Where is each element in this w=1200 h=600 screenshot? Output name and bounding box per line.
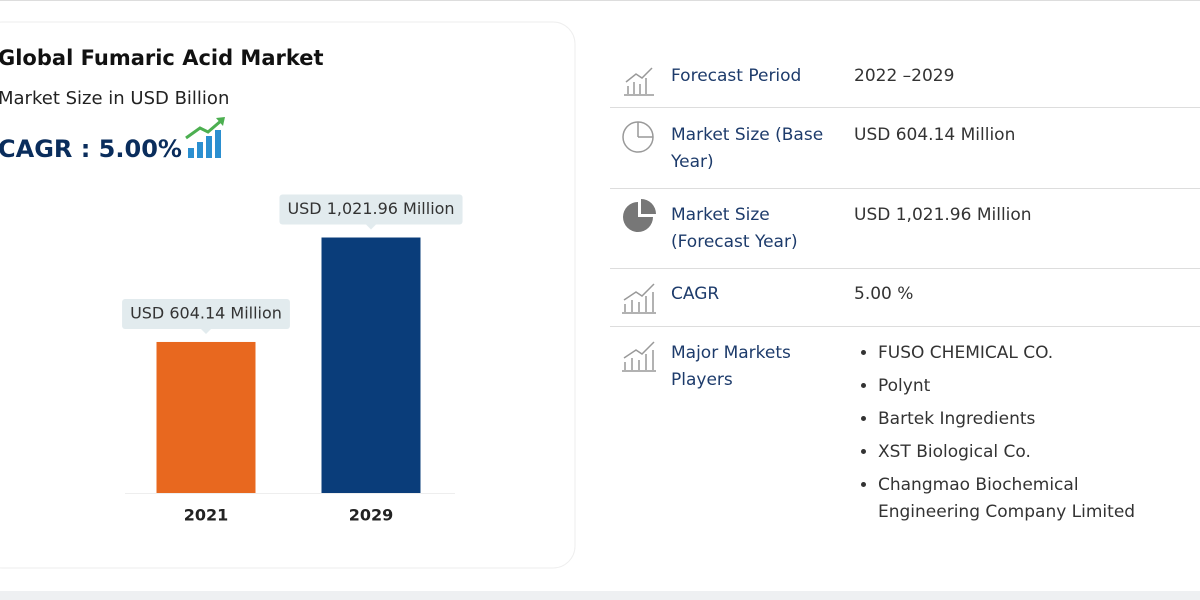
row-separator	[610, 326, 1200, 327]
value-label-bg	[279, 194, 463, 225]
row-icons	[622, 67, 656, 372]
row-value: 5.00 %	[854, 284, 914, 304]
row-label: CAGR	[671, 284, 720, 304]
player: XST Biological Co.	[878, 439, 1168, 466]
chart-card	[0, 21, 576, 569]
row-label: Forecast Period	[671, 66, 802, 86]
row-label: Market Size (Forecast Year)	[671, 205, 798, 252]
row-value: FUSO CHEMICAL CO. Polynt Bartek Ingredient…	[854, 340, 1174, 532]
value-label-bg	[122, 298, 290, 329]
x-tick-label: 2029	[349, 506, 394, 525]
value-label: USD 604.14 Million	[130, 303, 282, 322]
row-label: Major Markets Players	[671, 343, 791, 390]
value-label: USD 1,021.96 Million	[287, 199, 454, 218]
value-label-pointer	[366, 224, 376, 230]
player: Bartek Ingredients	[878, 406, 1168, 433]
chart-title: Global Fumaric Acid Market	[0, 46, 324, 70]
bottom-band	[0, 591, 1200, 600]
cagr-annotation: CAGR : 5.00%	[0, 135, 182, 163]
chart-subtitle: Market Size in USD Billion	[0, 88, 229, 109]
x-tick-label: 2021	[184, 506, 229, 525]
row-value: 2022 –2029	[854, 66, 955, 86]
player: Changmao Biochemical Engineering Company…	[878, 472, 1168, 526]
bar	[321, 237, 421, 493]
player: Polynt	[878, 373, 1168, 400]
row-value: USD 1,021.96 Million	[854, 205, 1032, 225]
row-separator	[610, 268, 1200, 269]
player: FUSO CHEMICAL CO.	[878, 340, 1168, 367]
bar	[156, 341, 256, 493]
row-value: USD 604.14 Million	[854, 125, 1016, 145]
row-separator	[610, 107, 1200, 108]
player-list: FUSO CHEMICAL CO. Polynt Bartek Ingredient…	[854, 340, 1168, 526]
value-label-pointer	[201, 328, 211, 334]
growth-icon	[185, 117, 225, 158]
row-label: Market Size (Base Year)	[671, 125, 824, 172]
row-separator	[610, 188, 1200, 189]
